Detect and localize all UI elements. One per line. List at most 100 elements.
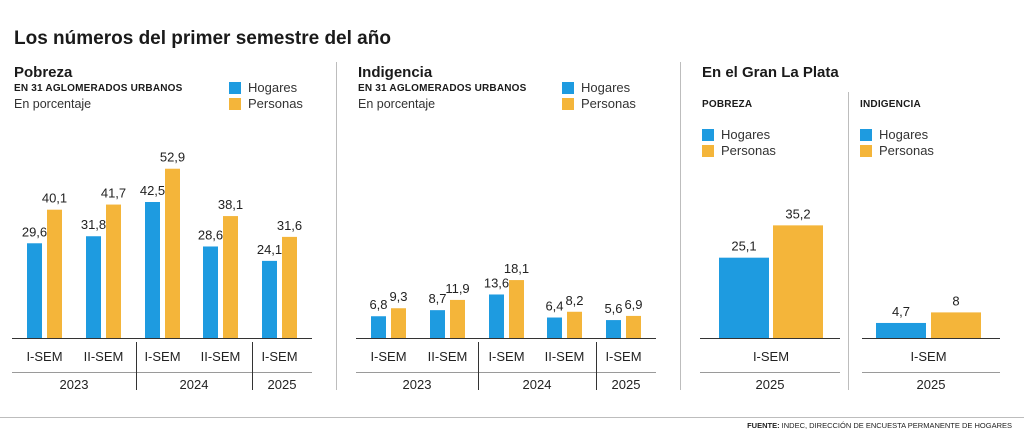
pobreza-bar-hogares	[203, 246, 218, 338]
legend-label-personas: Personas	[248, 96, 303, 111]
pobreza-data-label: 38,1	[218, 197, 243, 212]
pobreza-category-label: II-SEM	[201, 349, 241, 364]
legend-swatch-personas	[702, 144, 714, 157]
pobreza-title: Pobreza	[14, 64, 73, 81]
panel-separator	[336, 62, 337, 390]
indigencia-year-label: 2025	[612, 377, 641, 392]
pobreza-bar-personas	[47, 209, 62, 338]
laplata-pobreza-data-label: 25,1	[731, 239, 756, 254]
legend-hogares: Hogares	[562, 80, 630, 95]
pobreza-category-label: I-SEM	[144, 349, 180, 364]
pobreza-bar-personas	[282, 236, 297, 338]
pobreza-bar-hogares	[145, 202, 160, 338]
indigencia-year-label: 2023	[403, 377, 432, 392]
indigencia-category-label: II-SEM	[545, 349, 585, 364]
indigencia-data-label: 5,6	[604, 301, 622, 316]
indigencia-data-label: 13,6	[484, 275, 509, 290]
legend-swatch-hogares	[562, 81, 574, 94]
pobreza-data-label: 40,1	[42, 191, 67, 206]
laplata-indigencia-bar-hogares	[876, 322, 926, 338]
indigencia-title: Indigencia	[358, 64, 433, 81]
page-title: Los números del primer semestre del año	[14, 28, 391, 49]
pobreza-unit: En porcentaje	[14, 97, 92, 111]
legend-label-hogares: Hogares	[248, 80, 298, 95]
source-text: INDEC, DIRECCIÓN DE ENCUESTA PERMANENTE …	[779, 421, 1012, 430]
indigencia-bar-hogares	[606, 320, 621, 338]
pobreza-bar-hogares	[27, 243, 42, 338]
panel-separator	[848, 92, 849, 390]
legend-label-personas: Personas	[581, 96, 636, 111]
indigencia-bar-hogares	[430, 310, 445, 338]
laplata-pobreza-label: POBREZA	[702, 99, 753, 110]
laplata-pobreza-bar-personas	[773, 225, 823, 338]
laplata-pobreza-year-label: 2025	[756, 377, 785, 392]
pobreza-year-label: 2024	[180, 377, 209, 392]
indigencia-bar-personas	[626, 315, 641, 338]
pobreza-data-label: 24,1	[257, 242, 282, 257]
pobreza-bar-hogares	[86, 236, 101, 338]
pobreza-bar-personas	[223, 216, 238, 338]
pobreza-data-label: 29,6	[22, 224, 47, 239]
laplata-title: En el Gran La Plata	[702, 64, 839, 81]
laplata-indigencia-data-label: 8	[952, 293, 959, 308]
pobreza-category-label: II-SEM	[84, 349, 124, 364]
legend-hogares: Hogares	[229, 80, 297, 95]
source-note: FUENTE: INDEC, DIRECCIÓN DE ENCUESTA PER…	[747, 421, 1012, 430]
indigencia-category-label: I-SEM	[605, 349, 641, 364]
pobreza-subtitle: EN 31 AGLOMERADOS URBANOS	[14, 83, 183, 94]
legend-personas: Personas	[860, 143, 934, 158]
laplata-indigencia-year-label: 2025	[917, 377, 946, 392]
pobreza-data-label: 52,9	[160, 150, 185, 165]
pobreza-bar-personas	[106, 204, 121, 338]
indigencia-bar-hogares	[547, 317, 562, 338]
indigencia-data-label: 8,2	[565, 293, 583, 308]
indigencia-subtitle: EN 31 AGLOMERADOS URBANOS	[358, 83, 527, 94]
indigencia-data-label: 18,1	[504, 261, 529, 276]
legend-swatch-personas	[562, 97, 574, 110]
laplata-pobreza-bar-hogares	[719, 257, 769, 338]
indigencia-bar-personas	[450, 299, 465, 338]
source-label: FUENTE:	[747, 421, 780, 430]
indigencia-category-label: II-SEM	[428, 349, 468, 364]
legend-swatch-hogares	[702, 128, 714, 141]
pobreza-year-label: 2025	[268, 377, 297, 392]
legend-swatch-personas	[229, 97, 241, 110]
indigencia-data-label: 6,8	[369, 297, 387, 312]
indigencia-data-label: 6,9	[624, 297, 642, 312]
legend-personas: Personas	[562, 96, 636, 111]
legend-label-hogares: Hogares	[721, 127, 771, 142]
indigencia-category-label: I-SEM	[370, 349, 406, 364]
legend-swatch-hogares	[860, 128, 872, 141]
laplata-pobreza-data-label: 35,2	[785, 206, 810, 221]
pobreza-category-label: I-SEM	[261, 349, 297, 364]
pobreza-data-label: 41,7	[101, 186, 126, 201]
footer-rule	[0, 417, 1024, 418]
indigencia-category-label: I-SEM	[488, 349, 524, 364]
pobreza-category-label: I-SEM	[26, 349, 62, 364]
legend-label-hogares: Hogares	[581, 80, 631, 95]
legend-label-hogares: Hogares	[879, 127, 929, 142]
legend-personas: Personas	[229, 96, 303, 111]
indigencia-bar-personas	[509, 280, 524, 338]
indigencia-bar-personas	[391, 308, 406, 338]
indigencia-bar-hogares	[489, 294, 504, 338]
laplata-pobreza-category-label: I-SEM	[753, 349, 789, 364]
legend-label-personas: Personas	[721, 143, 776, 158]
legend-hogares: Hogares	[702, 127, 770, 142]
indigencia-data-label: 11,9	[445, 281, 469, 296]
pobreza-data-label: 31,8	[81, 217, 106, 232]
indigencia-data-label: 6,4	[545, 299, 563, 314]
pobreza-bar-personas	[165, 168, 180, 338]
pobreza-data-label: 42,5	[140, 183, 165, 198]
indigencia-year-label: 2024	[523, 377, 552, 392]
laplata-indigencia-data-label: 4,7	[892, 304, 910, 319]
indigencia-bar-personas	[567, 311, 582, 338]
pobreza-bar-hogares	[262, 260, 277, 338]
legend-label-personas: Personas	[879, 143, 934, 158]
pobreza-data-label: 31,6	[277, 218, 302, 233]
legend-personas: Personas	[702, 143, 776, 158]
indigencia-bar-hogares	[371, 316, 386, 338]
laplata-indigencia-label: INDIGENCIA	[860, 99, 921, 110]
legend-hogares: Hogares	[860, 127, 928, 142]
